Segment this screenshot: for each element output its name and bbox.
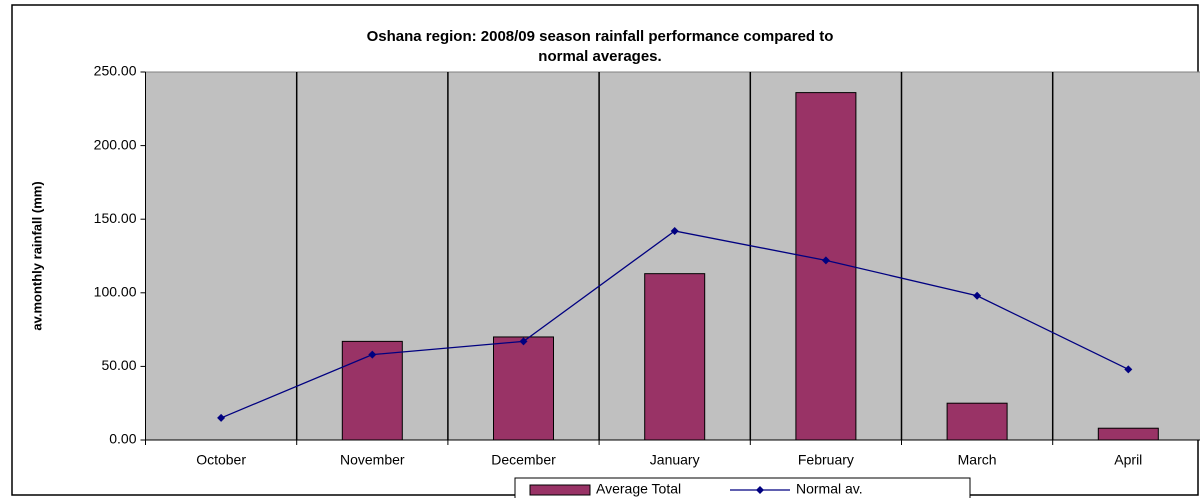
legend-label: Average Total <box>596 481 681 497</box>
x-tick-label: April <box>1114 452 1142 468</box>
bar <box>946 402 1008 441</box>
marker <box>973 291 982 300</box>
x-tick-label: December <box>491 452 556 468</box>
legend-box <box>514 477 971 498</box>
bar <box>1097 427 1159 441</box>
legend-marker <box>756 486 764 494</box>
marker <box>670 226 679 235</box>
marker <box>368 350 377 359</box>
bar <box>795 92 857 441</box>
y-tick-label: 0.00 <box>109 431 136 447</box>
y-tick-label: 100.00 <box>94 284 137 300</box>
chart-title: normal averages. <box>538 48 661 65</box>
y-axis-label: av.monthly rainfall (mm) <box>29 181 44 330</box>
marker <box>519 337 528 346</box>
marker <box>1124 365 1133 374</box>
x-tick-label: February <box>798 452 854 468</box>
y-tick-label: 150.00 <box>94 210 137 226</box>
chart-title: Oshana region: 2008/09 season rainfall p… <box>367 28 834 45</box>
y-tick-label: 200.00 <box>94 136 137 152</box>
y-tick-label: 250.00 <box>94 63 137 79</box>
x-tick-label: March <box>958 452 997 468</box>
legend-label: Normal av. <box>796 481 863 497</box>
x-tick-label: October <box>196 452 246 468</box>
bar <box>493 336 554 441</box>
marker <box>821 256 830 265</box>
x-tick-label: November <box>340 452 405 468</box>
marker <box>217 413 226 422</box>
bar <box>644 273 706 441</box>
legend-swatch <box>529 484 591 496</box>
x-tick-label: January <box>650 452 700 468</box>
y-tick-label: 50.00 <box>101 357 136 373</box>
